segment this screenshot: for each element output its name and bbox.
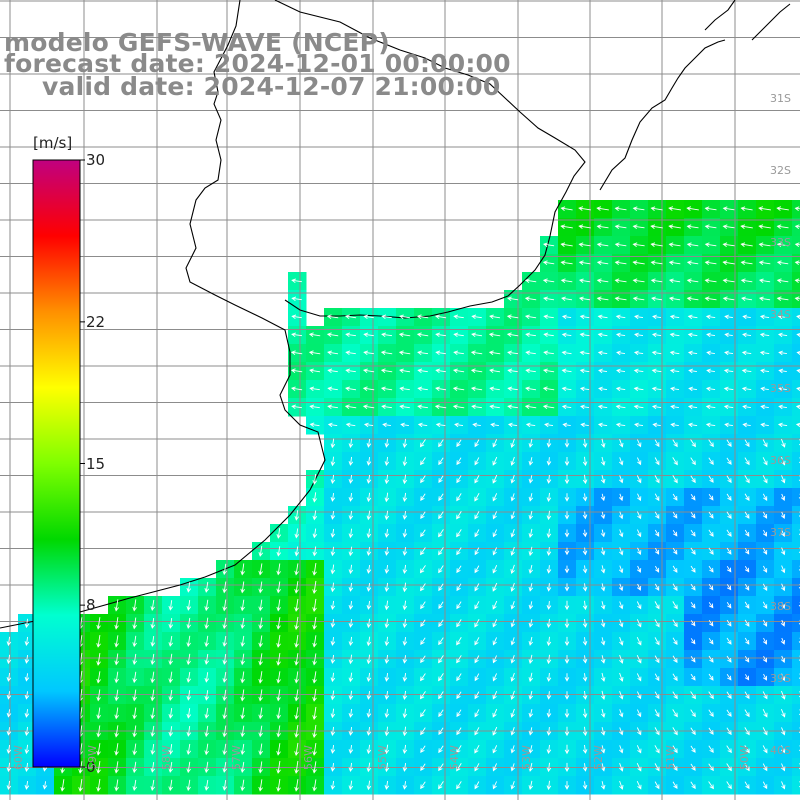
longitude-label: 51W (664, 745, 677, 770)
longitude-label: 56W (302, 745, 315, 770)
longitude-label: 58W (160, 745, 173, 770)
longitude-label: 60W (12, 745, 25, 770)
latitude-label: 31S (770, 92, 791, 105)
longitude-label: 52W (592, 745, 605, 770)
latitude-label: 35S (770, 382, 791, 395)
latitude-label: 40S (770, 744, 791, 757)
latitude-label: 33S (770, 236, 791, 249)
colorbar-tick-label: 0 (86, 758, 96, 776)
title-forecast-date: forecast date: 2024-12-01 00:00:00 (4, 49, 511, 78)
colorbar-tick-label: 15 (86, 454, 106, 473)
latitude-label: 38S (770, 600, 791, 613)
coastline (0, 0, 791, 629)
latitude-label: 32S (770, 164, 791, 177)
longitude-label: 50W (738, 745, 751, 770)
longitude-label: 55W (376, 745, 389, 770)
longitude-label: 59W (86, 745, 99, 770)
title-valid-date: valid date: 2024-12-07 21:00:00 (42, 72, 501, 101)
colorbar-ticks (80, 159, 85, 768)
colorbar-unit: [m/s] (33, 134, 73, 152)
latitude-label: 39S (770, 672, 791, 685)
colorbar-tick-label: 8 (86, 596, 96, 615)
colorbar-tick-label: 22 (86, 312, 106, 331)
latitude-label: 34S (770, 308, 791, 321)
colorbar-tick-label: 30 (86, 151, 106, 169)
title-model: modelo GEFS-WAVE (NCEP) (4, 28, 390, 57)
latitude-label: 37S (770, 526, 791, 539)
longitude-label: 54W (448, 745, 461, 770)
longitude-label: 53W (520, 745, 533, 770)
latitude-label: 36S (770, 454, 791, 467)
colorbar-bar (32, 159, 81, 768)
longitude-label: 57W (230, 745, 243, 770)
